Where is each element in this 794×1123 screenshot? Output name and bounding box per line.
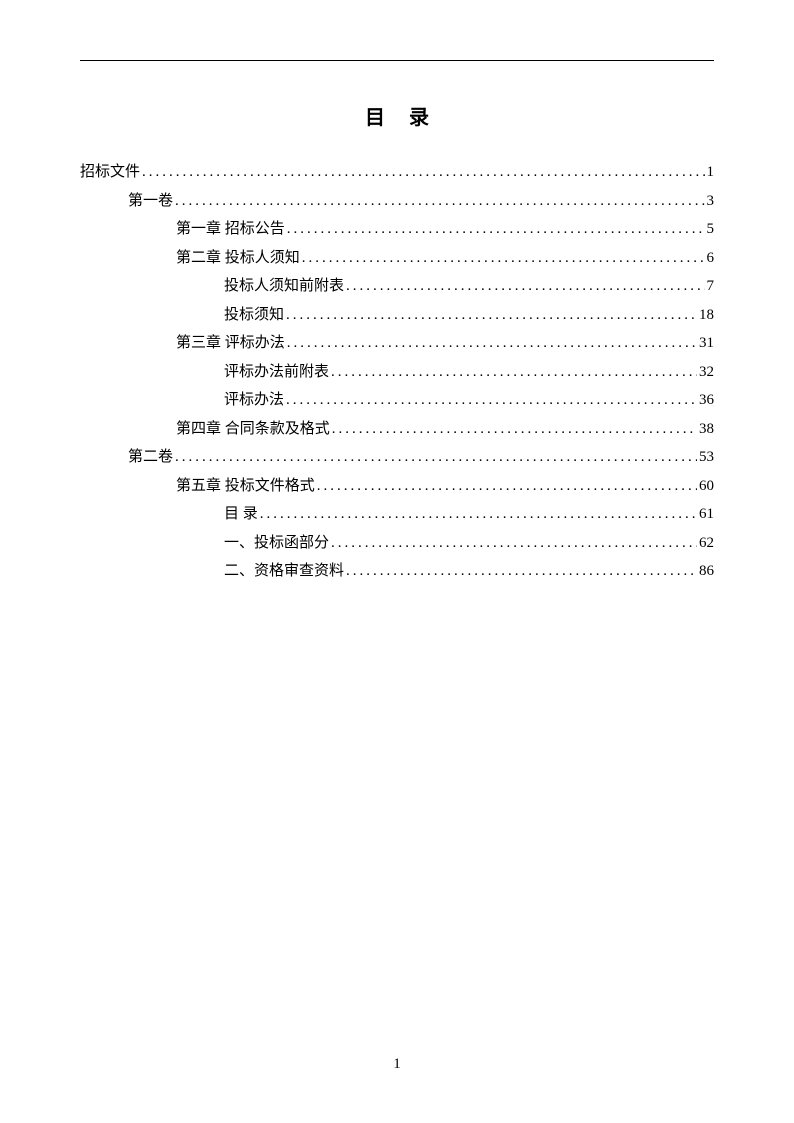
toc-title: 目录 (80, 101, 714, 130)
document-page: 目录 招标文件 1 第一卷 3 第一章 招标公告 5 第二章 投标人须知 6 投标人须知前附表 7… (0, 0, 794, 1123)
toc-entry: 投标人须知前附表 7 (80, 272, 714, 301)
toc-entry-label: 投标须知 (224, 301, 284, 330)
toc-entry-page: 36 (699, 386, 714, 415)
toc-entry: 投标须知 18 (80, 301, 714, 330)
toc-entry-leader (175, 443, 697, 472)
toc-entry-label: 第二卷 (128, 443, 173, 472)
toc-entry-label: 招标文件 (80, 158, 140, 187)
toc-entry-label: 第四章 合同条款及格式 (176, 415, 330, 444)
toc-entry: 第一章 招标公告 5 (80, 215, 714, 244)
toc-entry: 招标文件 1 (80, 158, 714, 187)
toc-entry-page: 38 (699, 415, 714, 444)
toc-entry-label: 一、投标函部分 (224, 529, 329, 558)
toc-entry: 评标办法 36 (80, 386, 714, 415)
toc-entry: 评标办法前附表 32 (80, 358, 714, 387)
toc-entry-page: 32 (699, 358, 714, 387)
toc-list: 招标文件1第一卷3第一章 招标公告5第二章 投标人须知6投标人须知前附表7投标须… (80, 158, 714, 586)
toc-entry-page: 61 (699, 500, 714, 529)
toc-entry-page: 1 (707, 158, 715, 187)
toc-entry-leader (331, 358, 697, 387)
toc-entry-label: 第一章 招标公告 (176, 215, 285, 244)
toc-entry-page: 31 (699, 329, 714, 358)
toc-entry-page: 53 (699, 443, 714, 472)
toc-entry: 第五章 投标文件格式 60 (80, 472, 714, 501)
toc-entry: 目 录 61 (80, 500, 714, 529)
toc-entry-leader (317, 472, 697, 501)
toc-entry-page: 3 (707, 187, 715, 216)
toc-entry-leader (286, 301, 697, 330)
toc-entry: 一、投标函部分 62 (80, 529, 714, 558)
toc-entry-label: 评标办法 (224, 386, 284, 415)
toc-entry-label: 投标人须知前附表 (224, 272, 344, 301)
toc-entry-leader (302, 244, 705, 273)
toc-entry-leader (331, 529, 697, 558)
toc-entry-label: 评标办法前附表 (224, 358, 329, 387)
toc-entry-label: 第三章 评标办法 (176, 329, 285, 358)
toc-entry-page: 6 (707, 244, 715, 273)
toc-entry-leader (346, 557, 697, 586)
toc-entry: 第四章 合同条款及格式 38 (80, 415, 714, 444)
toc-entry-leader (287, 329, 697, 358)
toc-entry: 第三章 评标办法 31 (80, 329, 714, 358)
toc-entry-label: 第一卷 (128, 187, 173, 216)
toc-entry-leader (287, 215, 705, 244)
toc-entry-page: 62 (699, 529, 714, 558)
toc-entry-page: 86 (699, 557, 714, 586)
toc-entry-label: 第五章 投标文件格式 (176, 472, 315, 501)
toc-entry: 第二章 投标人须知 6 (80, 244, 714, 273)
toc-entry-label: 目 录 (224, 500, 258, 529)
toc-entry-label: 第二章 投标人须知 (176, 244, 300, 273)
toc-entry: 第一卷 3 (80, 187, 714, 216)
toc-entry-page: 5 (707, 215, 715, 244)
toc-entry-page: 60 (699, 472, 714, 501)
toc-entry-page: 18 (699, 301, 714, 330)
header-rule (80, 60, 714, 61)
toc-entry-leader (332, 415, 697, 444)
toc-entry: 第二卷 53 (80, 443, 714, 472)
toc-entry-leader (346, 272, 704, 301)
toc-entry-leader (286, 386, 697, 415)
toc-entry-leader (260, 500, 697, 529)
toc-entry: 二、资格审查资料 86 (80, 557, 714, 586)
page-number: 1 (0, 1056, 794, 1073)
toc-entry-leader (175, 187, 704, 216)
toc-entry-leader (142, 158, 704, 187)
toc-entry-label: 二、资格审查资料 (224, 557, 344, 586)
toc-entry-page: 7 (707, 272, 715, 301)
